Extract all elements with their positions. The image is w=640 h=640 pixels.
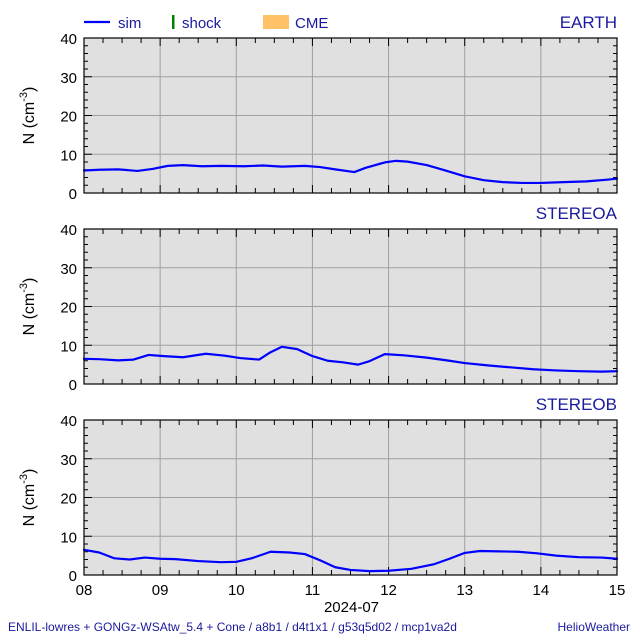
legend-label: shock: [182, 15, 222, 32]
series-line-sim: [82, 159, 619, 185]
y-tick-label: 30: [60, 261, 77, 278]
panel-stereoa: 0 10 20 30 40 STEREOA N (cm-3): [18, 204, 619, 394]
y-tick-label: 0: [69, 377, 77, 394]
y-axis-label: N (cm-3): [18, 469, 38, 527]
y-tick-label: 20: [60, 300, 77, 317]
legend-label: sim: [118, 15, 141, 32]
y-tick-label: 0: [69, 186, 77, 203]
panel-title: EARTH: [560, 13, 617, 32]
x-tick-label: 11: [305, 582, 321, 599]
y-axis-label-end: ): [21, 278, 38, 283]
plot-frame: [83, 37, 618, 194]
legend-swatch-cme: [263, 15, 289, 29]
y-axis-label-text: N (cm: [21, 102, 38, 145]
footer-model-info: ENLIL-lowres + GONGz-WSAtw_5.4 + Cone / …: [8, 620, 457, 634]
y-axis-label-end: ): [21, 87, 38, 92]
plot-frame: [83, 419, 618, 576]
legend-item-shock: shock: [172, 15, 222, 32]
x-tick-label: 15: [609, 582, 626, 599]
y-axis-label: N (cm-3): [18, 87, 38, 145]
y-axis-label-sup: -3: [18, 283, 30, 293]
y-tick-label: 10: [60, 338, 77, 355]
legend-label: CME: [295, 15, 328, 32]
y-tick-label: 20: [60, 491, 77, 508]
legend-item-cme: CME: [263, 15, 328, 32]
panel-title: STEREOB: [536, 395, 617, 414]
x-tick-label: 14: [533, 582, 550, 599]
plot-frame: [83, 228, 618, 385]
y-tick-label: 10: [60, 147, 77, 164]
footer-brand: HelioWeather: [557, 620, 630, 634]
y-tick-label: 20: [60, 109, 77, 126]
y-tick-label: 0: [69, 568, 77, 585]
x-tick-label: 12: [380, 582, 397, 599]
x-tick-label: 08: [76, 582, 93, 599]
x-axis-label: 2024-07: [324, 599, 379, 616]
series-line-sim: [82, 548, 619, 573]
legend: sim shock CME: [84, 15, 328, 32]
panel-stereob: 0 10 20 30 40 STEREOB N (cm-3) 08 09 10 11 12 13 14 15…: [18, 395, 625, 616]
y-axis-label-sup: -3: [18, 92, 30, 102]
panel-earth: 0 10 20 30 40 EARTH N (cm-3): [18, 13, 619, 203]
y-axis-label-sup: -3: [18, 474, 30, 484]
y-axis-label-text: N (cm: [21, 293, 38, 336]
y-axis-label-text: N (cm: [21, 484, 38, 527]
x-tick-label: 10: [228, 582, 245, 599]
legend-swatch-shock: [172, 15, 175, 29]
y-tick-label: 40: [60, 31, 77, 48]
y-tick-label: 10: [60, 529, 77, 546]
y-tick-label: 30: [60, 70, 77, 87]
legend-item-sim: sim: [84, 15, 141, 32]
y-tick-label: 40: [60, 413, 77, 430]
y-tick-label: 40: [60, 222, 77, 239]
y-axis-label-end: ): [21, 469, 38, 474]
y-tick-label: 30: [60, 452, 77, 469]
x-tick-label: 09: [152, 582, 169, 599]
x-tick-label: 13: [456, 582, 473, 599]
panel-title: STEREOA: [536, 204, 618, 223]
series-line-sim: [82, 345, 619, 373]
y-axis-label: N (cm-3): [18, 278, 38, 336]
